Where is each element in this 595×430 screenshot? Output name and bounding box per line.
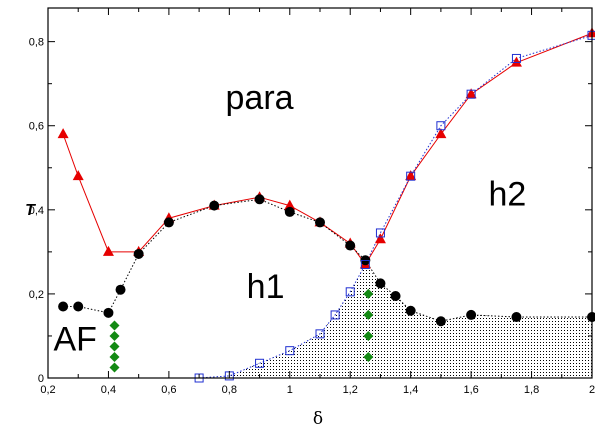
data-point-red-triangle: [72, 170, 84, 181]
data-point-red-triangle: [57, 128, 69, 139]
data-point-black-circle: [284, 206, 295, 217]
data-point-black-circle: [435, 316, 446, 327]
y-tick-label: 0: [38, 373, 44, 385]
markers-layer: [57, 27, 595, 383]
data-point-red-triangle: [465, 88, 477, 99]
data-point-blue-open-square: [315, 329, 325, 339]
data-point-green-diamond: [109, 351, 120, 362]
region-label-af: AF: [53, 321, 96, 359]
ticks-layer: [47, 8, 593, 379]
data-point-red-triangle: [435, 128, 447, 139]
data-point-blue-open-square: [466, 89, 476, 99]
y-tick-label: 0,2: [29, 289, 44, 301]
data-point-black-circle: [405, 305, 416, 316]
data-point-blue-open-square: [285, 346, 295, 356]
tick-labels-layer: 0,2 0,4 0,6 0,8 1 1,2 1,4 1,6 1,8 200,20,40,60,8: [29, 37, 595, 396]
data-point-green-diamond: [109, 330, 120, 341]
x-tick-label: 0,6: [161, 384, 176, 396]
region-label-para: para: [226, 79, 294, 117]
data-point-black-circle: [375, 278, 386, 289]
data-point-black-circle: [254, 194, 265, 205]
y-tick-label: 0,6: [29, 121, 44, 133]
data-point-red-triangle: [284, 199, 296, 210]
data-point-black-circle: [466, 309, 477, 320]
shaded-region: [199, 264, 592, 378]
data-point-red-triangle: [510, 56, 522, 67]
x-tick-label: 0,4: [101, 384, 116, 396]
data-point-red-triangle: [374, 233, 386, 244]
x-tick-label: 0,8: [222, 384, 237, 396]
x-tick-label: 1: [287, 384, 293, 396]
series-line-black-circle: [63, 198, 592, 322]
x-axis-label: δ: [313, 409, 323, 429]
series-line-red-triangle: [62, 32, 593, 266]
annotations-layer: para h1 h2 AF: [53, 79, 526, 359]
data-point-black-circle: [587, 312, 595, 323]
data-point-blue-open-square: [375, 228, 385, 238]
data-point-blue-open-square: [436, 121, 446, 131]
data-point-black-circle: [390, 291, 401, 302]
y-axis-label: T: [25, 202, 36, 219]
data-point-green-diamond: [363, 309, 374, 320]
data-point-black-circle: [163, 217, 174, 228]
data-point-green-diamond: [363, 351, 374, 362]
shaded-region-layer: [199, 264, 592, 378]
data-point-red-triangle: [405, 170, 417, 181]
data-point-black-circle: [73, 301, 84, 312]
y-tick-label: 0,8: [29, 37, 44, 49]
data-point-green-diamond: [109, 320, 120, 331]
data-point-black-circle: [115, 284, 126, 295]
data-point-red-triangle: [102, 245, 114, 256]
data-point-red-triangle: [586, 27, 595, 38]
data-point-green-diamond: [363, 330, 374, 341]
x-tick-label: 1,8: [524, 384, 539, 396]
data-point-black-circle: [133, 248, 144, 259]
data-point-black-circle: [511, 312, 522, 323]
region-label-h2: h2: [488, 176, 526, 214]
data-point-green-diamond: [109, 341, 120, 352]
data-point-blue-open-square: [406, 171, 416, 181]
data-point-blue-open-square: [360, 259, 370, 269]
y-tick-label: 0,4: [29, 205, 44, 217]
x-tick-label: 1,6: [463, 384, 478, 396]
data-point-black-circle: [315, 217, 325, 228]
x-tick-label: 1,4: [403, 384, 418, 396]
data-point-black-circle: [209, 200, 220, 211]
region-label-h1: h1: [247, 268, 285, 306]
x-tick-label: 1,2: [343, 384, 358, 396]
data-point-blue-open-square: [255, 358, 265, 368]
data-point-black-circle: [345, 240, 356, 251]
data-point-blue-open-square: [345, 287, 355, 297]
data-point-blue-open-square: [511, 53, 521, 63]
x-tick-label: 2: [589, 384, 595, 396]
data-point-green-diamond: [363, 288, 374, 299]
data-point-green-diamond: [109, 362, 120, 373]
x-tick-label: 0,2: [40, 384, 55, 396]
data-point-blue-open-square: [330, 310, 340, 320]
data-point-black-circle: [103, 307, 114, 318]
data-point-black-circle: [58, 301, 69, 312]
